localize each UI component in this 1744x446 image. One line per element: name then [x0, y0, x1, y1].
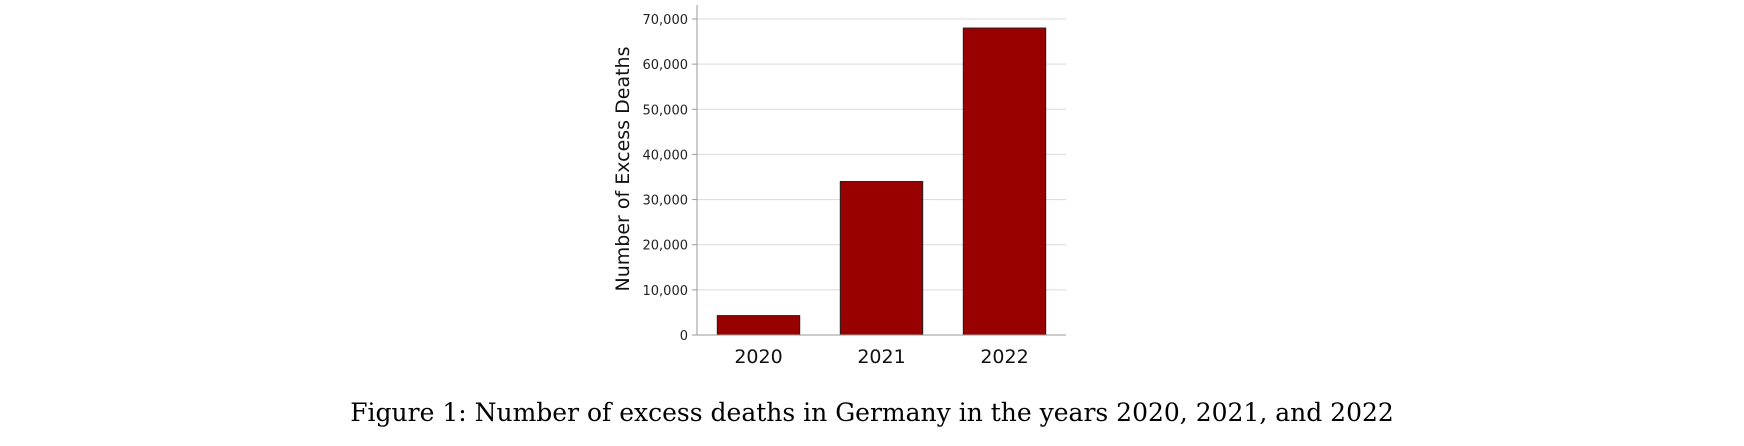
- bar-chart: 0 10,000 20,000 30,000 40,000 50,000 60,000 70,…: [612, 5, 1066, 368]
- bars: [716, 27, 1047, 336]
- y-tick-label: 70,000: [643, 13, 689, 28]
- y-tick-labels: 0 10,000 20,000 30,000 40,000 50,000 60,000 70,…: [643, 13, 697, 344]
- bar-2021: [839, 181, 924, 336]
- x-tick-label: 2021: [857, 346, 905, 368]
- y-tick-label: 30,000: [643, 194, 689, 209]
- bar-2022: [962, 27, 1047, 336]
- figure-caption: Figure 1: Number of excess deaths in Ger…: [350, 398, 1394, 427]
- y-tick-label: 60,000: [643, 58, 689, 73]
- x-tick-label: 2020: [734, 346, 782, 368]
- y-tick-label: 10,000: [643, 284, 689, 299]
- x-tick-label: 2022: [980, 346, 1028, 368]
- y-tick-label: 20,000: [643, 239, 689, 254]
- axes: [696, 5, 1066, 336]
- y-tick-label: 0: [680, 329, 688, 344]
- y-axis-title: Number of Excess Deaths: [612, 47, 634, 292]
- x-tick-labels: 2020 2021 2022: [734, 346, 1028, 368]
- bar-2020: [716, 315, 801, 336]
- y-tick-label: 40,000: [643, 148, 689, 163]
- y-tick-label: 50,000: [643, 103, 689, 118]
